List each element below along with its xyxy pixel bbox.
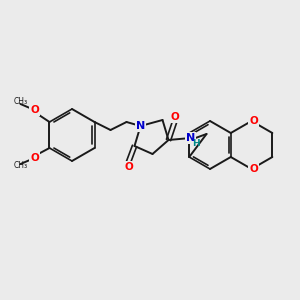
Text: O: O — [30, 105, 39, 115]
Text: O: O — [170, 112, 179, 122]
Text: O: O — [249, 116, 258, 126]
Text: N: N — [136, 121, 145, 131]
Text: H: H — [192, 139, 199, 148]
Text: N: N — [186, 133, 195, 143]
Text: CH₃: CH₃ — [14, 98, 28, 106]
Text: CH₃: CH₃ — [14, 161, 28, 170]
Text: O: O — [249, 164, 258, 174]
Text: O: O — [30, 153, 39, 163]
Text: O: O — [124, 162, 133, 172]
